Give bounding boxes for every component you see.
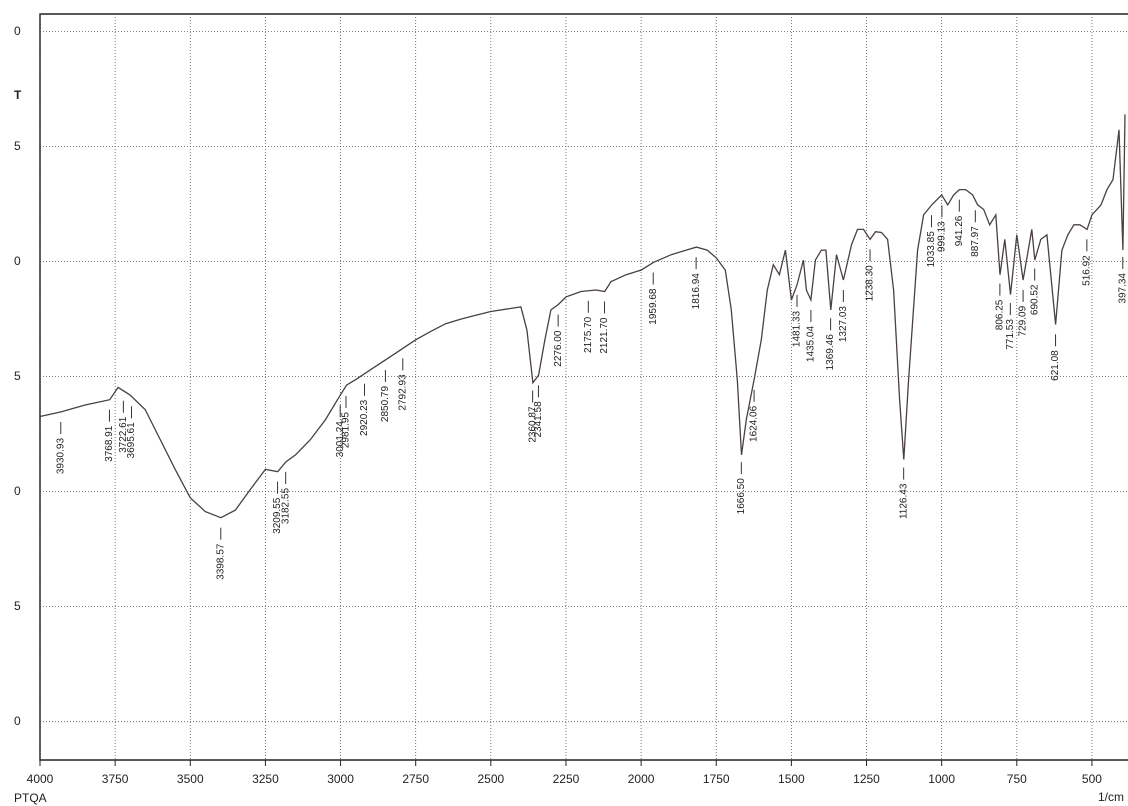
- peak-label: 2121.70: [599, 317, 610, 354]
- x-tick-label: 3250: [252, 772, 279, 786]
- x-tick-label: 2250: [553, 772, 580, 786]
- x-tick-label: 500: [1082, 772, 1102, 786]
- x-tick-label: 3750: [102, 772, 129, 786]
- peak-label: 2276.00: [553, 330, 564, 367]
- x-tick-label: 2500: [477, 772, 504, 786]
- peak-label: 516.92: [1081, 255, 1092, 286]
- peak-label: 941.26: [954, 215, 965, 246]
- peak-label: 1624.06: [749, 405, 760, 442]
- peak-label: 1238.30: [865, 265, 876, 302]
- peak-label: 3722.61: [118, 416, 129, 453]
- peak-label: 3930.93: [55, 438, 66, 475]
- peak-label: 1033.85: [926, 231, 937, 268]
- x-tick-label: 2750: [402, 772, 429, 786]
- peak-label: 3398.57: [215, 543, 226, 580]
- peak-label: 621.08: [1050, 350, 1061, 381]
- x-tick-label: 3500: [177, 772, 204, 786]
- peak-label: 690.52: [1029, 284, 1040, 315]
- y-tick-label: 0: [14, 484, 21, 498]
- y-tick-label: 0: [14, 24, 21, 38]
- peak-label: 729.09: [1018, 305, 1029, 336]
- sample-name: PTQA: [14, 791, 47, 805]
- peak-label: 3695.61: [126, 422, 137, 459]
- peak-label: 806.25: [995, 299, 1006, 330]
- peak-label: 3001.24: [335, 421, 346, 458]
- x-tick-label: 4000: [27, 772, 54, 786]
- peak-label: 1481.33: [792, 310, 803, 347]
- x-tick-label: 1250: [853, 772, 880, 786]
- peak-label: 2175.70: [583, 316, 594, 353]
- x-tick-label: 2000: [628, 772, 655, 786]
- y-tick-label: 0: [14, 714, 21, 728]
- x-tick-label: 3000: [327, 772, 354, 786]
- x-axis-label: 1/cm: [1098, 790, 1124, 804]
- peak-label: 3768.91: [104, 425, 115, 462]
- peak-label: 1435.04: [806, 326, 817, 363]
- y-tick-label: 5: [14, 139, 21, 153]
- peak-label: 2792.93: [397, 374, 408, 411]
- peak-label: 1816.94: [691, 273, 702, 310]
- y-tick-label: 5: [14, 599, 21, 613]
- x-tick-label: 1750: [703, 772, 730, 786]
- peak-label: 887.97: [970, 226, 981, 257]
- y-tick-label: 5: [14, 369, 21, 383]
- peak-label: 2341.58: [533, 401, 544, 438]
- y-tick-label: 0: [14, 254, 21, 268]
- peak-label: 3182.55: [280, 488, 291, 525]
- peak-label: 771.53: [1005, 319, 1016, 350]
- peak-label: 397.34: [1117, 273, 1128, 304]
- x-tick-label: 1000: [928, 772, 955, 786]
- peak-label: 3209.55: [272, 497, 283, 534]
- y-axis-label: T: [14, 88, 22, 102]
- peak-label: 2360.87: [527, 406, 538, 443]
- peak-label: 999.13: [937, 221, 948, 252]
- peak-label: 1369.46: [825, 334, 836, 371]
- peak-label: 1126.43: [898, 483, 909, 519]
- peak-label: 2850.79: [380, 386, 391, 423]
- peak-label: 2920.23: [359, 399, 370, 436]
- peak-label: 1666.50: [736, 478, 747, 515]
- peak-label: 1959.68: [648, 288, 659, 325]
- spectrum-line: [39, 114, 1126, 519]
- x-tick-label: 750: [1007, 772, 1027, 786]
- x-tick-label: 1500: [778, 772, 805, 786]
- peak-label: 1327.03: [838, 306, 849, 343]
- peak-label: 2981.95: [341, 412, 352, 449]
